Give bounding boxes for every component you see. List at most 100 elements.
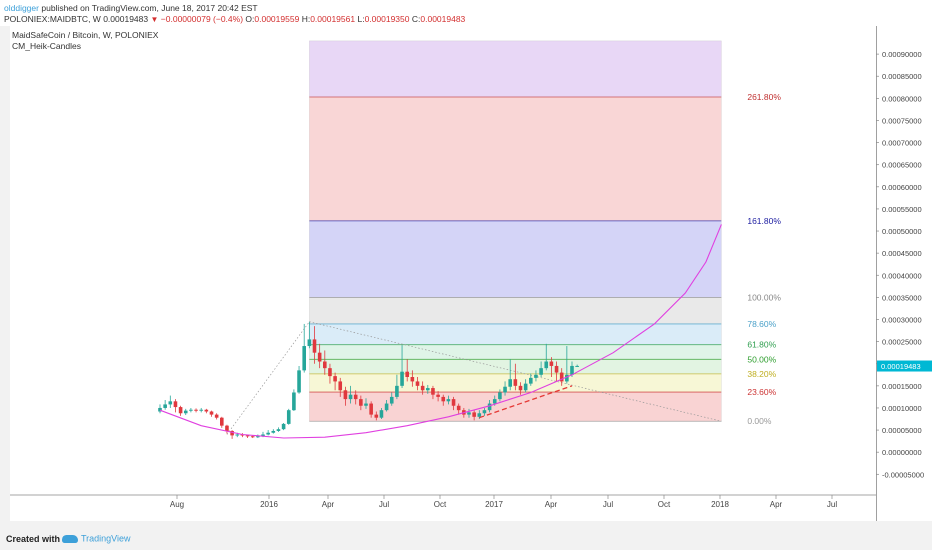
candle-body (369, 403, 373, 415)
candle-body (436, 394, 440, 397)
fib-level-label: 78.60% (747, 319, 776, 329)
candle-body (266, 432, 270, 435)
candle-body (353, 394, 358, 400)
candle-body (426, 388, 430, 391)
candle-body (230, 430, 234, 436)
fib-zone (309, 297, 722, 324)
fib-level-label: 50.00% (747, 354, 776, 364)
candle-body (302, 346, 306, 371)
y-tick-label: 0.00050000 (882, 227, 922, 236)
y-tick-label: 0.00075000 (882, 116, 922, 125)
y-tick-label: 0.00040000 (882, 271, 922, 280)
x-tick-label: Apr (770, 500, 783, 509)
fib-zone (309, 220, 722, 298)
y-tick-label: 0.00080000 (882, 94, 922, 103)
candle-body (492, 399, 497, 404)
fib-level-label: 0.00% (747, 416, 772, 426)
cup-curve (159, 224, 722, 439)
candle-body (539, 368, 543, 375)
y-tick-label: 0.00060000 (882, 183, 922, 192)
y-tick-label: 0.00065000 (882, 161, 922, 170)
fib-zone (309, 323, 722, 345)
candle-body (245, 435, 250, 437)
candle-body (209, 411, 214, 415)
y-tick-label: 0.00015000 (882, 382, 922, 391)
candle-body (333, 376, 337, 382)
fib-level-label: 161.80% (747, 216, 781, 226)
fib-level-label: 100.00% (747, 292, 781, 302)
candle-body (523, 383, 528, 391)
y-tick-label: 0.00045000 (882, 249, 922, 258)
tradingview-logo[interactable]: TradingView (62, 533, 131, 544)
cloud-icon (62, 534, 78, 543)
candles (158, 321, 579, 439)
chart-area[interactable]: 0.00% 23.60% 38.20% 50.00% 61.80% 78.60% 100.0… (10, 26, 876, 521)
x-tick-label: 2017 (485, 500, 503, 509)
candle-body (292, 392, 296, 411)
fib-retracement[interactable]: 0.00% 23.60% 38.20% 50.00% 61.80% 78.60% 100.0… (309, 40, 781, 426)
high-value: 0.00019561 (310, 14, 356, 24)
x-tick-label: Aug (170, 500, 184, 509)
low-value: 0.00019350 (364, 14, 410, 24)
x-tick-label: Apr (545, 500, 558, 509)
candle-body (544, 361, 549, 369)
last-price: 0.00019483 (103, 14, 149, 24)
candle-body (235, 434, 240, 436)
candle-body (173, 401, 178, 408)
x-tick-label: 2016 (260, 500, 278, 509)
candle-body (570, 365, 574, 375)
candle-body (451, 399, 456, 406)
candle-body (415, 381, 420, 386)
y-tick-label: -0.00005000 (882, 470, 924, 479)
y-tick-label: 0.00085000 (882, 72, 922, 81)
candle-body (158, 407, 162, 412)
y-tick-label: 0.00035000 (882, 293, 922, 302)
created-with-label: Created with (6, 534, 61, 544)
candle-body (441, 396, 446, 402)
open-label: O: (245, 14, 255, 24)
candle-body (410, 377, 415, 382)
fib-level-label: 261.80% (747, 92, 781, 102)
candle-body (199, 409, 203, 411)
axes: Aug 2016 Apr Jul Oct 2017 Apr Jul Oct 2018 Apr Jul (10, 494, 876, 509)
candle-body (420, 385, 425, 391)
x-tick-label: Jul (827, 500, 837, 509)
author-link[interactable]: olddigger (4, 3, 39, 13)
current-price-label: 0.00019483 (881, 362, 921, 371)
candle-body (250, 436, 255, 438)
chart-background (10, 26, 876, 521)
x-tick-label: Jul (603, 500, 613, 509)
symbol-info: POLONIEX:MAIDBTC, W 0.00019483 ▼ −0.0000… (4, 14, 465, 24)
y-tick-label: 0.00005000 (882, 426, 922, 435)
candle-body (498, 392, 502, 400)
candle-body (400, 371, 404, 386)
chart-legend-indicator: CM_Heik-Candles (12, 41, 81, 51)
candle-body (487, 403, 492, 411)
candle-body (559, 372, 564, 382)
current-price-tag (877, 360, 932, 372)
overlay-drawings[interactable] (159, 224, 722, 439)
candle-body (431, 388, 435, 395)
candle-body (518, 385, 523, 391)
candle-body (163, 404, 167, 408)
candle-body (359, 399, 363, 406)
candle-body (189, 409, 193, 411)
candle-body (317, 352, 322, 362)
low-label: L: (357, 14, 365, 24)
price-chart[interactable]: 0.00% 23.60% 38.20% 50.00% 61.80% 78.60% 100.0… (10, 26, 876, 521)
candle-body (508, 379, 512, 387)
fib-zone (309, 344, 722, 360)
candle-body (307, 339, 312, 347)
candle-body (477, 413, 482, 417)
candle-body (271, 430, 276, 433)
candle-body (297, 370, 301, 393)
candle-body (565, 374, 569, 382)
x-tick-label: Oct (434, 500, 447, 509)
fib-level-label: 38.20% (747, 369, 776, 379)
symbol-label: POLONIEX:MAIDBTC, W (4, 14, 101, 24)
candle-body (379, 410, 384, 418)
candle-body (374, 414, 379, 418)
published-text: published on TradingView.com, June 18, 2… (41, 3, 258, 13)
drawing-lines[interactable] (226, 321, 722, 435)
candle-body (534, 374, 538, 378)
